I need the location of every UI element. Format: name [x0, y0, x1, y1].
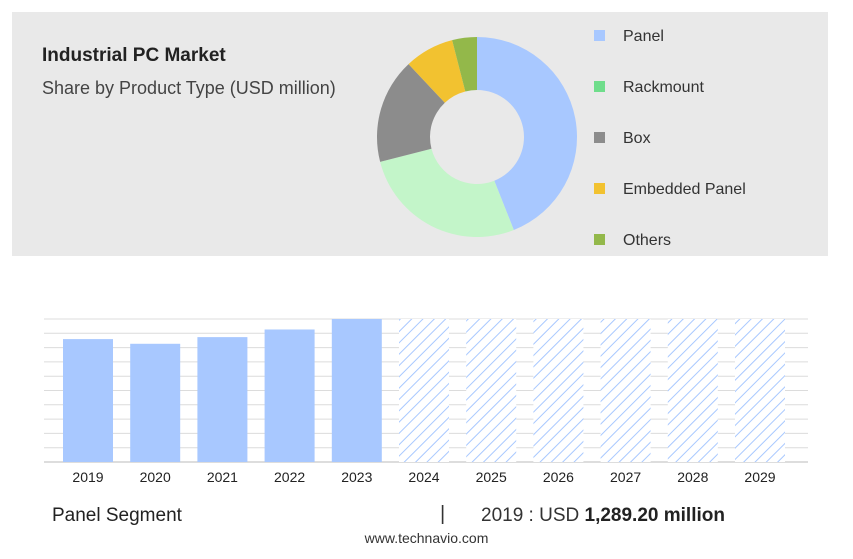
tick-label-2020: 2020: [140, 469, 171, 485]
tick-label-2028: 2028: [677, 469, 708, 485]
legend-label: Box: [623, 130, 651, 147]
bar-2029: [735, 319, 785, 462]
legend-swatch: [594, 81, 605, 93]
bar-2024: [399, 319, 449, 462]
donut-slice-panel: [477, 37, 577, 230]
bar-2022: [264, 329, 315, 462]
tick-label-2025: 2025: [476, 469, 507, 485]
donut-slice-box: [377, 64, 445, 162]
legend-item-embedded-panel: Embedded Panel: [594, 181, 746, 199]
tick-label-2029: 2029: [744, 469, 775, 485]
legend-item-box: Box: [594, 130, 651, 148]
segment-value-prefix: 2019 : USD: [481, 505, 585, 526]
bar-2019: [63, 339, 113, 462]
bar-2028: [667, 319, 718, 462]
tick-label-2022: 2022: [274, 469, 305, 485]
tick-label-2019: 2019: [72, 469, 103, 485]
legend-label: Embedded Panel: [623, 181, 746, 198]
legend-swatch: [594, 132, 605, 144]
tick-label-2023: 2023: [341, 469, 372, 485]
donut-chart: [377, 37, 577, 237]
bar-2027: [600, 319, 651, 462]
segment-value-amount: 1,289.20 million: [584, 505, 725, 526]
footer-separator: |: [440, 503, 446, 525]
donut-slice-others: [452, 37, 477, 92]
bar-chart: 2019 2020 2021 2022 2023 2024 2025 2026 2027 2028…: [44, 318, 808, 485]
legend-item-rackmount: Rackmount: [594, 79, 704, 97]
legend-item-panel: Panel: [594, 28, 664, 46]
chart-title: Industrial PC Market: [42, 45, 226, 66]
segment-value: 2019 : USD 1,289.20 million: [481, 505, 725, 527]
tick-label-2024: 2024: [408, 469, 439, 485]
website-link[interactable]: www.technavio.com: [364, 530, 489, 546]
tick-label-2027: 2027: [610, 469, 641, 485]
bar-2020: [130, 343, 181, 462]
legend-item-others: Others: [594, 232, 671, 250]
legend-label: Panel: [623, 28, 664, 45]
bar-2025: [466, 319, 517, 462]
segment-label: Panel Segment: [52, 505, 182, 526]
donut-slice-embedded-panel: [408, 40, 466, 103]
legend-swatch: [594, 234, 605, 246]
bar-2026: [533, 319, 584, 462]
donut-slice-rackmount: [380, 148, 514, 237]
legend-swatch: [594, 183, 605, 195]
bar-2023: [331, 319, 382, 462]
legend-swatch: [594, 30, 605, 42]
legend-label: Others: [623, 232, 672, 249]
tick-label-2026: 2026: [543, 469, 574, 485]
chart-subtitle: Share by Product Type (USD million): [42, 78, 336, 98]
tick-label-2021: 2021: [207, 469, 238, 485]
legend-label: Rackmount: [623, 79, 704, 96]
bar-2021: [197, 337, 248, 462]
